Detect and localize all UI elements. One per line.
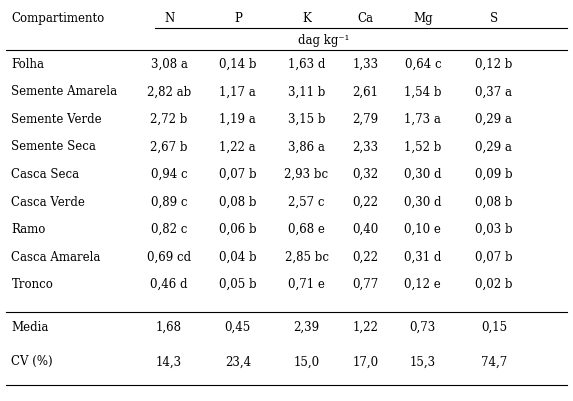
Text: Media: Media — [11, 320, 49, 333]
Text: 0,29 a: 0,29 a — [476, 113, 512, 126]
Text: 2,57 c: 2,57 c — [288, 195, 325, 208]
Text: 2,79: 2,79 — [352, 113, 379, 126]
Text: 1,19 a: 1,19 a — [219, 113, 256, 126]
Text: 2,61: 2,61 — [352, 85, 379, 98]
Text: CV (%): CV (%) — [11, 354, 53, 367]
Text: 0,45: 0,45 — [225, 320, 251, 333]
Text: 0,30 d: 0,30 d — [404, 168, 442, 180]
Text: 0,08 b: 0,08 b — [219, 195, 257, 208]
Text: dag kg⁻¹: dag kg⁻¹ — [298, 34, 350, 47]
Text: 1,22 a: 1,22 a — [219, 140, 256, 153]
Text: 0,30 d: 0,30 d — [404, 195, 442, 208]
Text: Ramo: Ramo — [11, 223, 46, 235]
Text: 0,77: 0,77 — [352, 277, 379, 290]
Text: Semente Verde: Semente Verde — [11, 113, 102, 126]
Text: Tronco: Tronco — [11, 277, 53, 290]
Text: 3,11 b: 3,11 b — [288, 85, 325, 98]
Text: 0,08 b: 0,08 b — [475, 195, 513, 208]
Text: 17,0: 17,0 — [352, 354, 379, 367]
Text: Casca Verde: Casca Verde — [11, 195, 85, 208]
Text: 0,07 b: 0,07 b — [475, 250, 513, 263]
Text: 2,82 ab: 2,82 ab — [147, 85, 191, 98]
Text: 0,40: 0,40 — [352, 223, 379, 235]
Text: 0,69 cd: 0,69 cd — [147, 250, 191, 263]
Text: 0,04 b: 0,04 b — [219, 250, 257, 263]
Text: 0,46 d: 0,46 d — [150, 277, 188, 290]
Text: 0,22: 0,22 — [352, 195, 379, 208]
Text: 0,12 e: 0,12 e — [405, 277, 441, 290]
Text: 0,31 d: 0,31 d — [404, 250, 442, 263]
Text: Casca Seca: Casca Seca — [11, 168, 80, 180]
Text: 0,94 c: 0,94 c — [151, 168, 187, 180]
Text: 0,06 b: 0,06 b — [219, 223, 257, 235]
Text: 3,15 b: 3,15 b — [288, 113, 325, 126]
Text: 0,73: 0,73 — [410, 320, 436, 333]
Text: 0,14 b: 0,14 b — [219, 58, 257, 71]
Text: 0,15: 0,15 — [481, 320, 507, 333]
Text: 2,67 b: 2,67 b — [150, 140, 188, 153]
Text: 15,3: 15,3 — [410, 354, 436, 367]
Text: 15,0: 15,0 — [293, 354, 320, 367]
Text: K: K — [302, 12, 311, 24]
Text: 0,64 c: 0,64 c — [405, 58, 441, 71]
Text: 1,22: 1,22 — [352, 320, 379, 333]
Text: 0,05 b: 0,05 b — [219, 277, 257, 290]
Text: 0,12 b: 0,12 b — [475, 58, 513, 71]
Text: 2,85 bc: 2,85 bc — [285, 250, 328, 263]
Text: 1,52 b: 1,52 b — [404, 140, 442, 153]
Text: Semente Seca: Semente Seca — [11, 140, 96, 153]
Text: 2,93 bc: 2,93 bc — [284, 168, 329, 180]
Text: 1,33: 1,33 — [352, 58, 379, 71]
Text: 2,72 b: 2,72 b — [150, 113, 188, 126]
Text: 0,07 b: 0,07 b — [219, 168, 257, 180]
Text: 0,02 b: 0,02 b — [475, 277, 513, 290]
Text: Casca Amarela: Casca Amarela — [11, 250, 101, 263]
Text: 1,63 d: 1,63 d — [288, 58, 325, 71]
Text: 2,39: 2,39 — [293, 320, 320, 333]
Text: 1,17 a: 1,17 a — [219, 85, 256, 98]
Text: 1,73 a: 1,73 a — [405, 113, 441, 126]
Text: 0,22: 0,22 — [352, 250, 379, 263]
Text: Mg: Mg — [413, 12, 433, 24]
Text: P: P — [234, 12, 242, 24]
Text: Compartimento: Compartimento — [11, 12, 105, 24]
Text: 74,7: 74,7 — [481, 354, 507, 367]
Text: 0,68 e: 0,68 e — [288, 223, 325, 235]
Text: Semente Amarela: Semente Amarela — [11, 85, 117, 98]
Text: 0,03 b: 0,03 b — [475, 223, 513, 235]
Text: 3,08 a: 3,08 a — [151, 58, 187, 71]
Text: 0,89 c: 0,89 c — [151, 195, 187, 208]
Text: Ca: Ca — [358, 12, 374, 24]
Text: 0,29 a: 0,29 a — [476, 140, 512, 153]
Text: 23,4: 23,4 — [225, 354, 251, 367]
Text: 0,09 b: 0,09 b — [475, 168, 513, 180]
Text: 1,54 b: 1,54 b — [404, 85, 442, 98]
Text: 0,82 c: 0,82 c — [151, 223, 187, 235]
Text: 0,10 e: 0,10 e — [405, 223, 441, 235]
Text: Folha: Folha — [11, 58, 45, 71]
Text: 2,33: 2,33 — [352, 140, 379, 153]
Text: N: N — [164, 12, 174, 24]
Text: 3,86 a: 3,86 a — [288, 140, 325, 153]
Text: 0,37 a: 0,37 a — [476, 85, 512, 98]
Text: 0,32: 0,32 — [352, 168, 379, 180]
Text: 0,71 e: 0,71 e — [288, 277, 325, 290]
Text: S: S — [490, 12, 498, 24]
Text: 14,3: 14,3 — [156, 354, 182, 367]
Text: 1,68: 1,68 — [156, 320, 182, 333]
